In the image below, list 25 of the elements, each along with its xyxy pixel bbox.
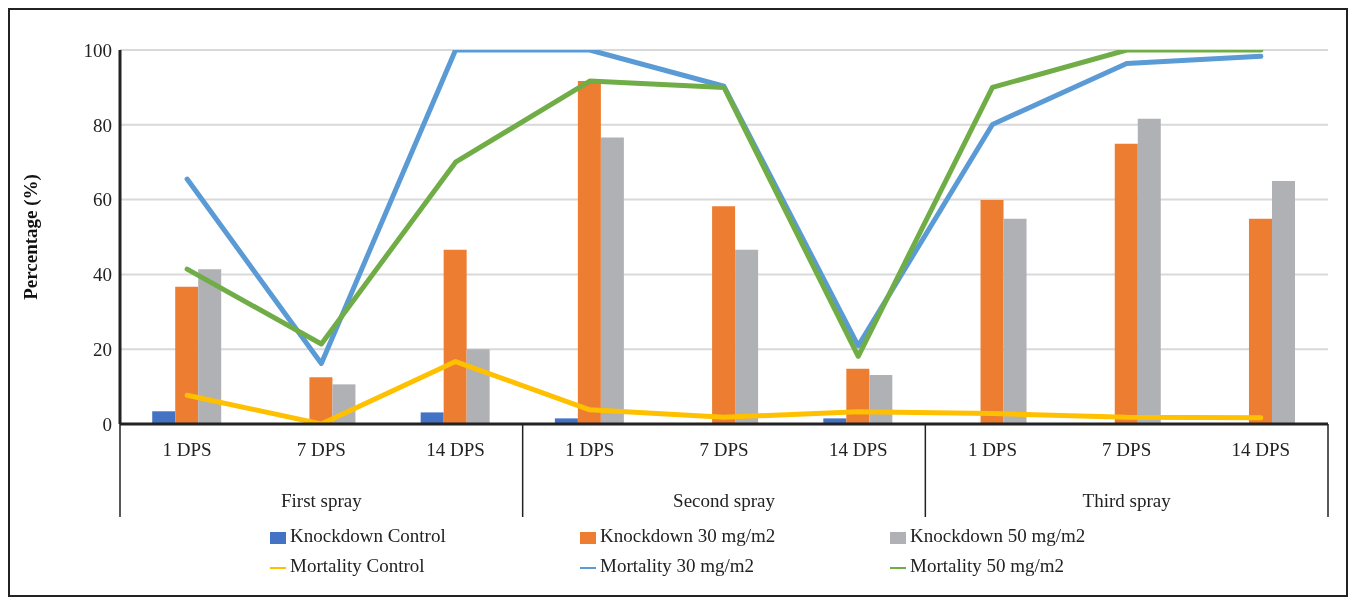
legend-label: Mortality Control <box>290 555 425 576</box>
legend-label: Knockdown 50 mg/m2 <box>910 525 1086 546</box>
y-tick-label: 0 <box>102 413 112 435</box>
x-tick-label: 1 DPS <box>967 439 1017 460</box>
x-tick-label: 1 DPS <box>162 439 212 460</box>
legend-label: Knockdown Control <box>290 525 446 546</box>
legend-label: Knockdown 30 mg/m2 <box>600 525 776 546</box>
text: First spray <box>280 490 363 511</box>
y-tick-label: 80 <box>93 114 112 136</box>
x-tick-label: 14 DPS <box>828 439 888 460</box>
y-axis-title: Percentage (%) <box>19 174 42 300</box>
y-tick-label: 100 <box>83 39 112 61</box>
legend-label: Mortality 50 mg/m2 <box>910 555 1065 576</box>
y-tick-label: 40 <box>93 264 112 286</box>
x-tick-label: 14 DPS <box>1231 439 1291 460</box>
text: Second spray <box>673 490 776 511</box>
legend-label: Mortality 30 mg/m2 <box>600 555 755 576</box>
x-tick-label: 7 DPS <box>699 439 749 460</box>
x-tick-label: 1 DPS <box>565 439 615 460</box>
x-tick-label: 14 DPS <box>426 439 485 460</box>
text: Third spray <box>1082 490 1172 511</box>
x-tick-label: 7 DPS <box>1102 439 1152 460</box>
y-tick-label: 20 <box>93 338 112 360</box>
x-tick-label: 7 DPS <box>296 439 346 460</box>
y-tick-label: 60 <box>93 189 112 211</box>
